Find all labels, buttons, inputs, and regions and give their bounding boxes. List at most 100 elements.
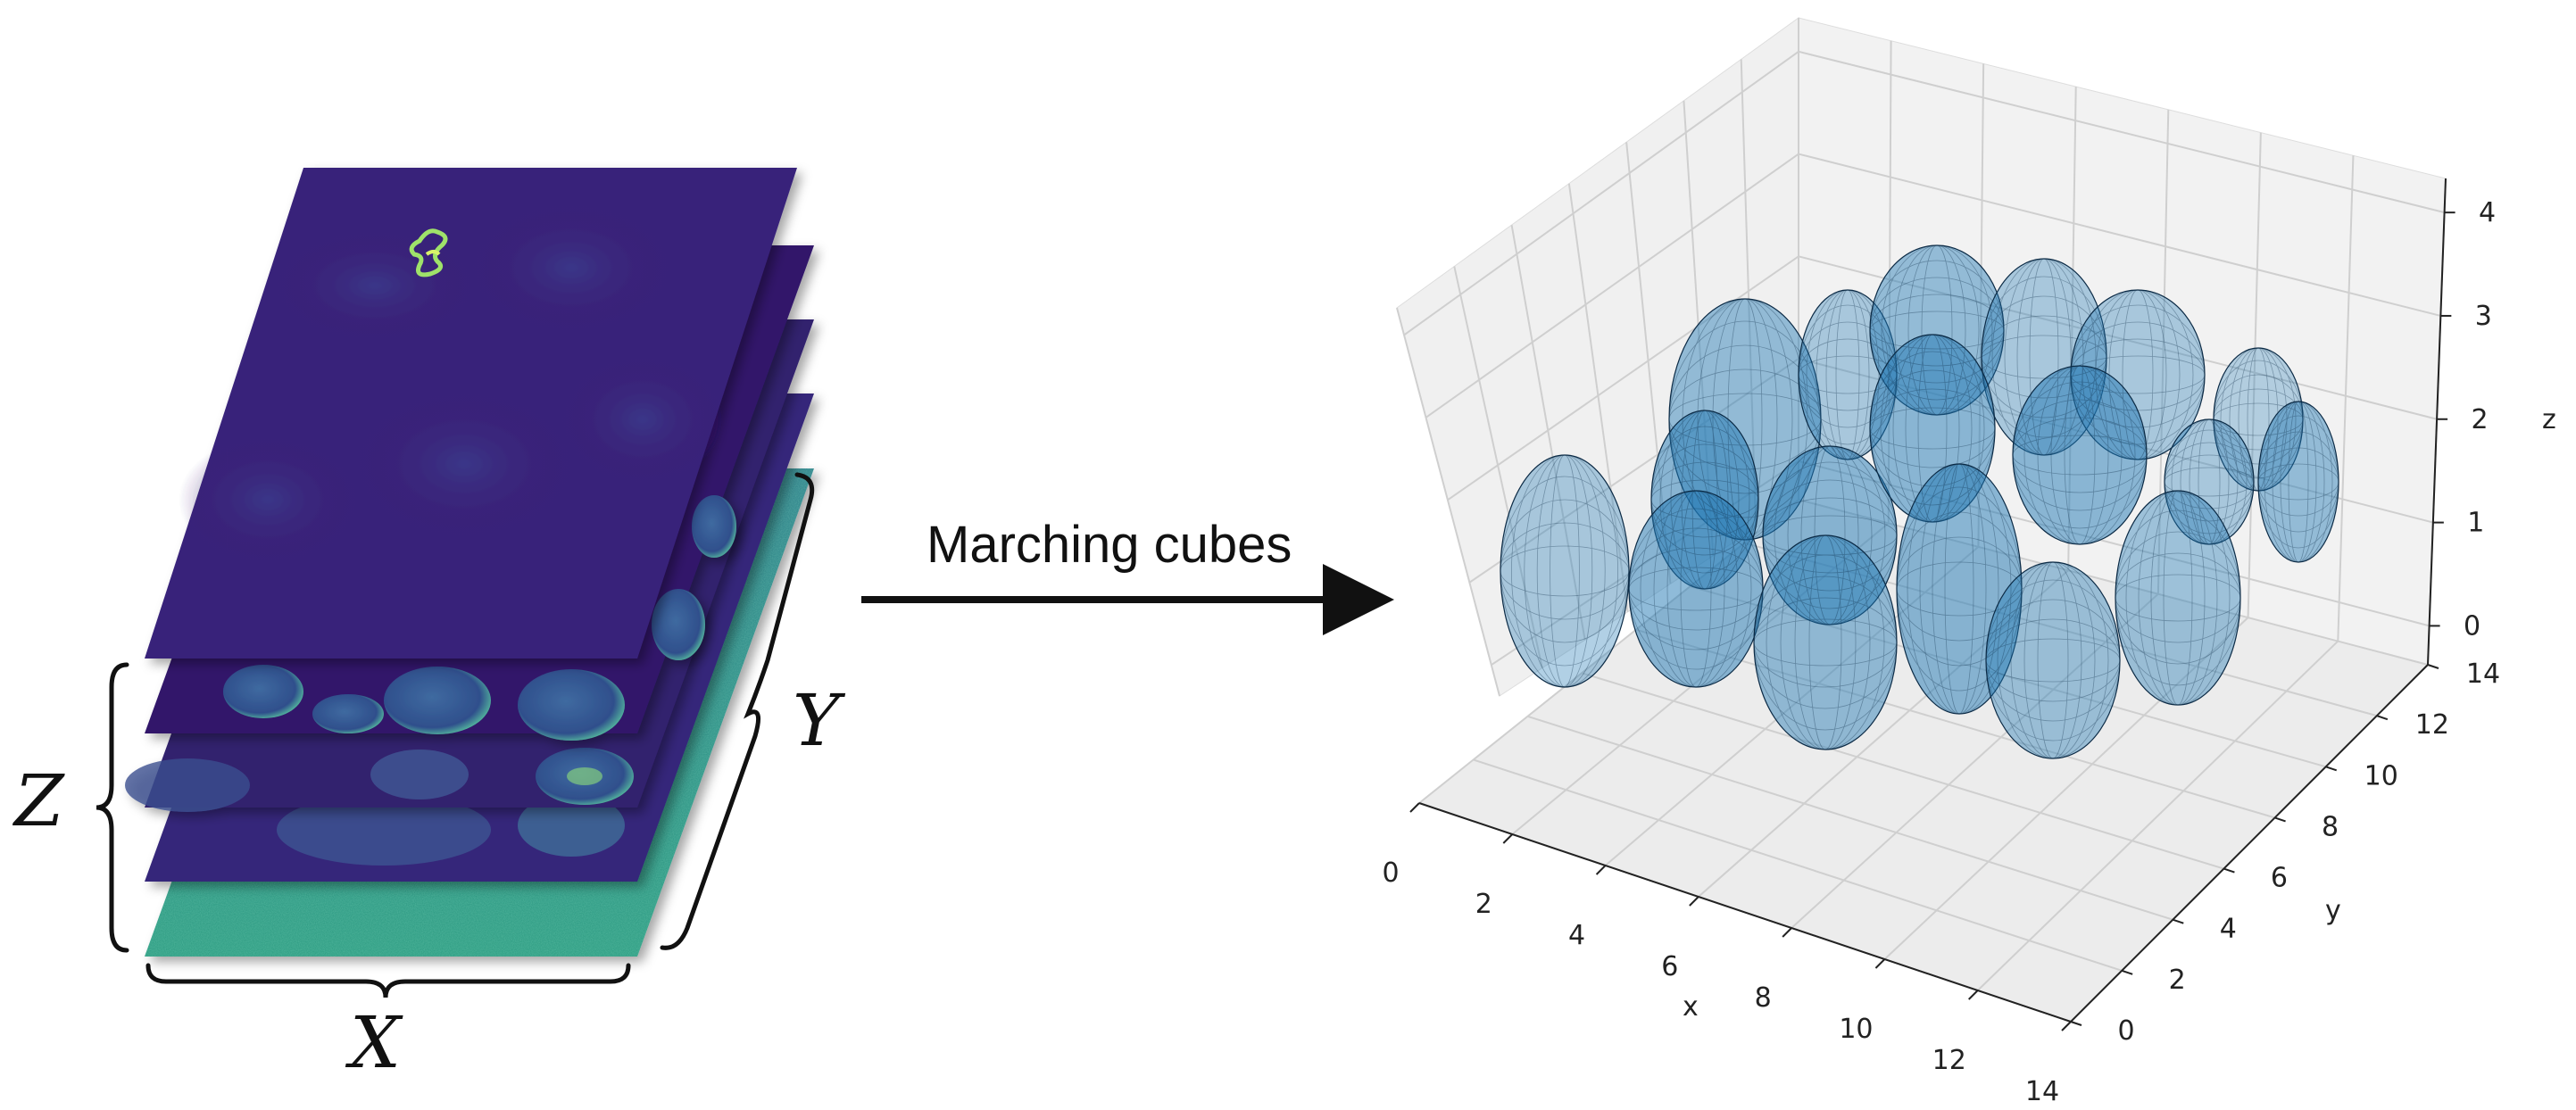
- mesh-line: [1869, 294, 2005, 367]
- mesh-line: [1907, 244, 1966, 416]
- x-tick-label: 4: [1568, 920, 1585, 951]
- nucleus-mesh: [1628, 490, 1764, 688]
- mesh-line: [1869, 407, 1996, 450]
- mesh-line: [2164, 467, 2255, 497]
- grid-line: [1635, 628, 2275, 819]
- mesh-line: [2213, 360, 2304, 479]
- mesh-line: [1896, 536, 2023, 642]
- mesh-line: [2023, 561, 2082, 759]
- mesh-line: [2138, 490, 2218, 706]
- grid-line: [2247, 132, 2262, 618]
- mesh-line: [1869, 388, 1996, 468]
- mesh-line: [1985, 599, 2121, 722]
- mesh-line: [2238, 347, 2279, 492]
- mesh-line: [1981, 295, 2107, 418]
- mesh-line: [2198, 418, 2221, 545]
- y-tick-mark: [2121, 969, 2133, 975]
- mesh-line: [2257, 447, 2339, 517]
- grid-line: [1798, 499, 2429, 666]
- mesh-line: [1896, 561, 2023, 617]
- mesh-line: [2012, 399, 2148, 511]
- mesh-line: [1794, 534, 1857, 750]
- mesh-line: [1680, 490, 1712, 688]
- mesh-line: [1668, 393, 1822, 446]
- mesh-line: [2257, 431, 2339, 533]
- nucleus-mesh: [1500, 454, 1630, 688]
- mesh-line: [2029, 258, 2059, 456]
- mesh-line: [1650, 443, 1759, 556]
- nucleus-mesh: [2257, 401, 2339, 563]
- grid-line: [1798, 153, 2441, 317]
- mesh-line: [2164, 454, 2255, 509]
- mesh-line: [2180, 418, 2239, 545]
- mesh-line: [1670, 410, 1740, 590]
- mesh-line: [1766, 534, 1885, 750]
- nucleus-mesh: [1753, 534, 1898, 750]
- x-axis-label: x: [1683, 991, 1699, 1023]
- grid-line: [1403, 50, 1799, 336]
- mesh-line: [1762, 461, 1898, 609]
- mesh-line: [1825, 289, 1870, 460]
- nucleus-mesh: [1985, 561, 2121, 759]
- mesh-line: [2213, 388, 2304, 451]
- mesh-line: [1536, 454, 1593, 688]
- z-tick-label: 2: [2472, 404, 2489, 435]
- image-stack: [125, 168, 814, 957]
- mesh-line: [1944, 463, 1974, 715]
- grid-line: [1473, 758, 2123, 972]
- y-tick-label: 10: [2364, 760, 2398, 791]
- x-tick-label: 0: [1382, 857, 1399, 889]
- mesh-line: [1753, 618, 1898, 667]
- grid-line: [1510, 224, 1586, 641]
- mesh-line: [1628, 547, 1764, 631]
- mesh-line: [1500, 545, 1630, 597]
- y-tick-label: 4: [2220, 914, 2237, 945]
- grid-line: [1581, 672, 2224, 870]
- y-tick-mark: [2172, 918, 2184, 924]
- y-axis-line: [2070, 664, 2429, 1023]
- mesh-line: [1800, 445, 1859, 625]
- x-tick-mark: [1502, 833, 1513, 844]
- mesh-line: [2012, 381, 2148, 529]
- y-tick-label: 14: [2466, 659, 2500, 690]
- y-tick-label: 6: [2271, 863, 2288, 894]
- z-label: Z: [12, 759, 65, 842]
- x-tick-mark: [1874, 958, 1886, 969]
- mesh-line: [1921, 244, 1953, 416]
- mesh-line: [2004, 258, 2084, 456]
- mesh-line: [1653, 490, 1739, 688]
- y-tick-mark: [2274, 816, 2286, 823]
- grid-line: [1740, 59, 1757, 528]
- grid-line: [1798, 50, 2445, 214]
- mesh-line: [2064, 365, 2096, 545]
- mesh-line: [1762, 515, 1898, 556]
- mesh-line: [1997, 561, 2109, 759]
- stack-slice-1: [145, 168, 797, 659]
- mesh-line: [2115, 552, 2241, 643]
- mesh-line: [1985, 579, 2121, 741]
- x-tick-mark: [1968, 990, 1979, 1000]
- mesh-line: [1896, 511, 2023, 667]
- mesh-line: [2122, 289, 2154, 460]
- mesh-line: [1697, 298, 1793, 541]
- mesh-line: [1650, 461, 1759, 538]
- mesh-line: [1659, 410, 1750, 590]
- mesh-line: [1985, 618, 2121, 702]
- mesh-line: [1640, 490, 1752, 688]
- grid-line: [1453, 266, 1543, 668]
- mesh-line: [1808, 534, 1842, 750]
- grid-line: [1527, 715, 2173, 921]
- mesh-line: [2050, 365, 2109, 545]
- y-tick-mark: [2325, 766, 2338, 772]
- z-tick-label: 0: [2464, 610, 2480, 642]
- y-brace: [660, 472, 815, 950]
- x-brace: [145, 963, 631, 998]
- z-axis-label: z: [2542, 404, 2556, 435]
- z-tick-label: 1: [2467, 508, 2484, 539]
- grid-line: [1791, 592, 2159, 929]
- mesh-line: [1628, 567, 1764, 611]
- grid-line: [1425, 153, 1799, 418]
- mesh-line: [1628, 527, 1764, 650]
